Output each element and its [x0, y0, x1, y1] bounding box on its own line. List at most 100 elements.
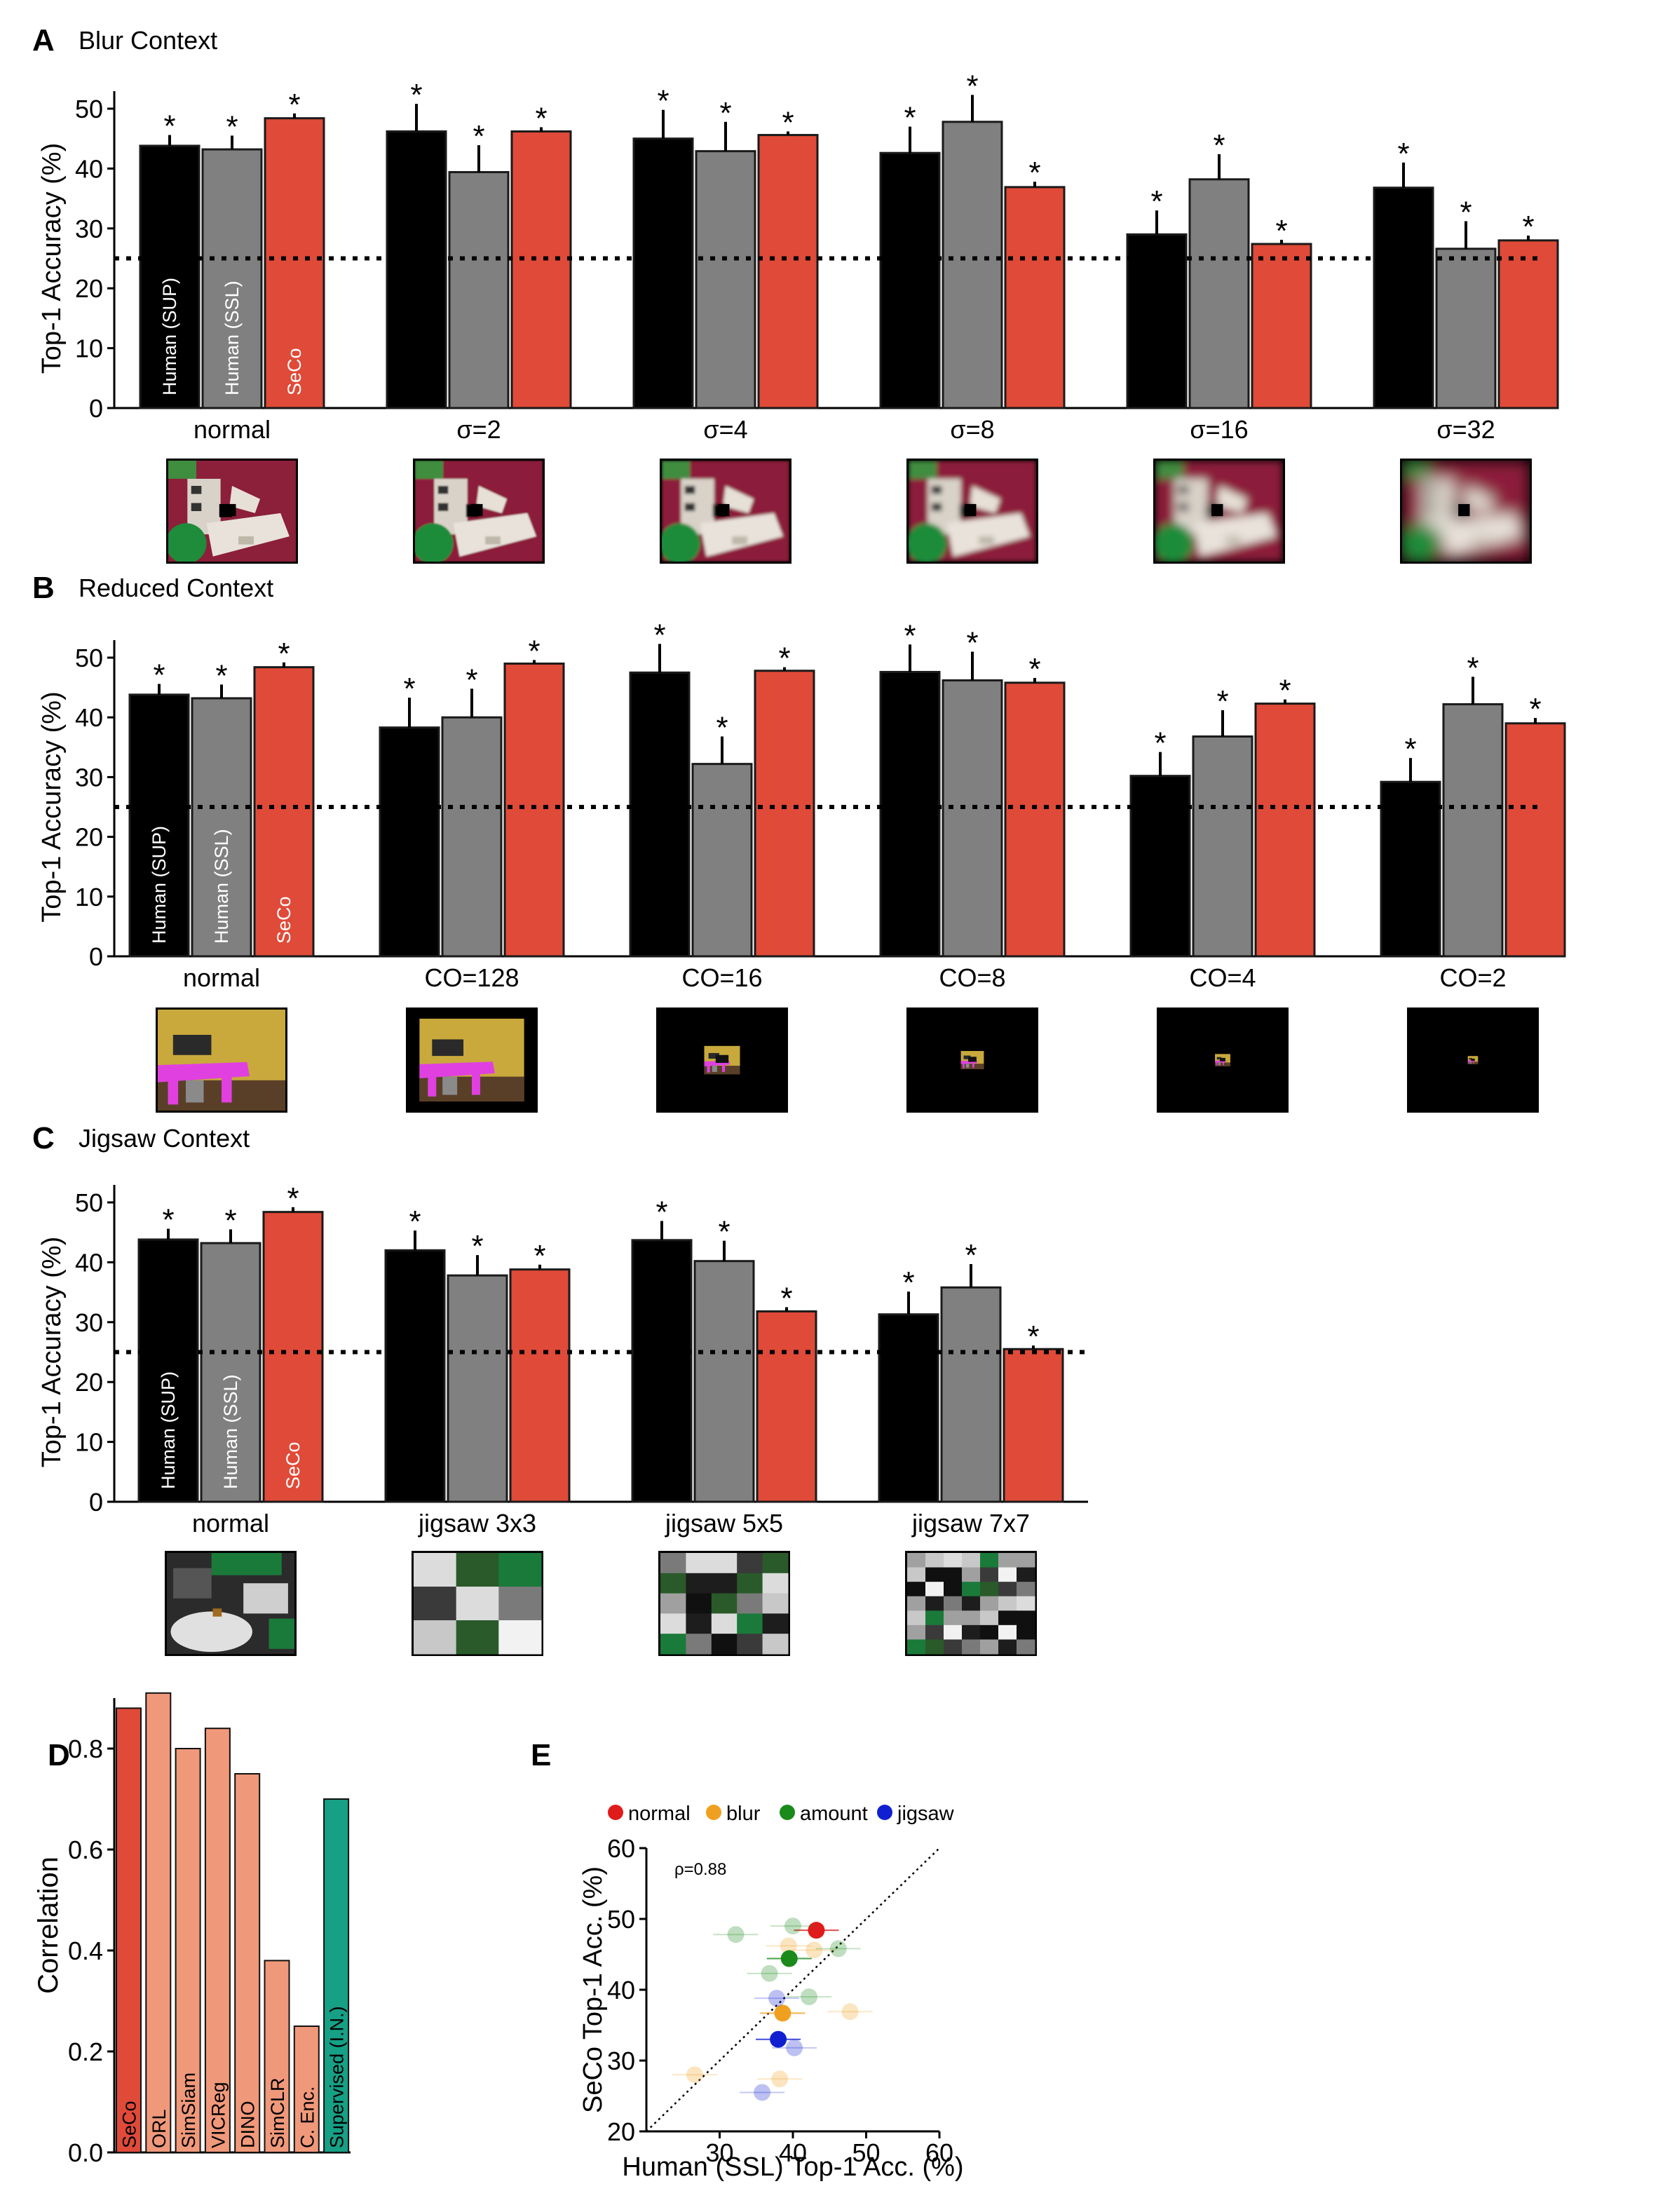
desk-leg	[722, 1063, 726, 1072]
target-object	[1220, 1057, 1225, 1061]
jigsaw-tile	[925, 1582, 944, 1597]
jigsaw-tile	[925, 1553, 944, 1568]
jigsaw-tile	[660, 1613, 686, 1634]
significance-star: *	[657, 84, 669, 118]
identity-line	[646, 1847, 940, 2132]
table	[170, 1611, 252, 1653]
jigsaw-tile	[962, 1582, 981, 1597]
jigsaw-tile	[925, 1639, 944, 1655]
monitor	[172, 1035, 212, 1055]
bar-CO=8-seco	[1004, 681, 1066, 958]
rho-annotation: ρ=0.88	[674, 1860, 726, 1879]
jigsaw-tile	[980, 1624, 999, 1640]
thumbnail-content	[1409, 1010, 1537, 1111]
jigsaw-tile	[980, 1553, 999, 1568]
significance-star: *	[778, 642, 790, 676]
jigsaw-tile	[1017, 1639, 1035, 1655]
significance-star: *	[162, 1203, 174, 1237]
jigsaw-tile	[762, 1613, 789, 1634]
y-tick-label: 10	[75, 883, 103, 911]
category-label: SimSiam	[178, 2072, 199, 2148]
jigsaw-tile	[414, 1553, 457, 1587]
thumbnail-content	[1155, 461, 1283, 562]
category-label: SeCo	[119, 2101, 140, 2148]
window	[168, 461, 197, 479]
significance-star: *	[782, 105, 794, 140]
shelf-item	[437, 503, 449, 511]
y-tick-label: 20	[75, 274, 103, 303]
monitor	[970, 486, 1001, 513]
scene	[168, 461, 296, 562]
bar-jigsaw 7x7-seco	[1003, 1348, 1064, 1503]
bar-CO=8-humanssl	[942, 679, 1003, 958]
bar-normal-humansup	[137, 1238, 199, 1503]
thumbnail-blur-2	[413, 459, 545, 564]
y-tick-label: 40	[75, 703, 103, 732]
significance-star: *	[716, 710, 728, 745]
legend-label: amount	[800, 1803, 868, 1825]
panel-C: C Jigsaw Context Top-1 Accuracy (%) 0 10 20 30…	[32, 1121, 1088, 1538]
scatter-point-amount	[727, 1926, 745, 1943]
scatter-point-amount	[800, 1988, 817, 2006]
monitor	[1216, 1057, 1222, 1060]
desk	[453, 513, 536, 557]
significance-star: *	[1460, 196, 1472, 230]
target-object	[1471, 1058, 1475, 1061]
jigsaw-tile	[686, 1553, 712, 1574]
desk-leg	[972, 1062, 974, 1068]
bar-normal-humanssl	[191, 697, 252, 958]
scatter-point-amount	[761, 1965, 778, 1982]
jigsaw-tile	[944, 1624, 963, 1640]
significance-star: *	[719, 96, 731, 130]
shelf-item	[1425, 486, 1436, 494]
scatter-point-blur	[780, 1937, 797, 1955]
significance-star: *	[1279, 674, 1291, 708]
drawer	[238, 536, 254, 545]
thumbnail-content	[660, 1553, 789, 1655]
drawer	[1472, 536, 1488, 545]
significance-star: *	[163, 109, 175, 144]
y-tick-label: 0.4	[68, 1936, 103, 1965]
y-axis-label: Correlation	[33, 1857, 64, 1994]
jigsaw-tile	[762, 1593, 789, 1614]
jigsaw-tile	[907, 1639, 926, 1655]
jigsaw-tile	[456, 1553, 499, 1587]
significance-star: *	[1028, 156, 1040, 190]
category-label: CO=8	[939, 963, 1005, 992]
thumbnail-blur-4	[660, 459, 791, 564]
thumbnail-co-8	[906, 1007, 1038, 1113]
bar-jigsaw 3x3-humanssl	[447, 1274, 508, 1503]
jigsaw-tile	[962, 1639, 981, 1655]
category-label: VICReg	[208, 2082, 229, 2148]
significance-star: *	[965, 1238, 977, 1273]
jigsaw-tile	[686, 1634, 712, 1655]
bar-normal-humanssl	[200, 1242, 261, 1503]
thumbnail-content	[415, 461, 543, 562]
bar-simclr	[264, 1960, 290, 2153]
bar-jigsaw 3x3-seco	[509, 1268, 571, 1503]
bar-orl	[145, 1692, 172, 2154]
bar-CO=128-humanssl	[441, 716, 503, 958]
bar-jigsaw 5x5-humanssl	[693, 1260, 755, 1503]
x-tick-label: 30	[705, 2138, 733, 2167]
significance-star: *	[1027, 1319, 1039, 1354]
category-label: Supervised (I.N.)	[327, 2006, 348, 2148]
y-tick-label: 20	[75, 1368, 103, 1397]
monitor	[1469, 1058, 1472, 1060]
bin	[712, 1066, 717, 1072]
thumbnail-blur-32	[1400, 459, 1532, 564]
series-label: SeCo	[283, 1441, 304, 1489]
thumbnail-content	[909, 461, 1036, 562]
jigsaw-tile	[711, 1593, 738, 1614]
window	[909, 461, 937, 479]
bar-normal-seco	[253, 666, 315, 958]
target-object	[715, 1054, 729, 1064]
thumbnail-content	[907, 1553, 1035, 1655]
jigsaw-tile	[686, 1613, 712, 1634]
category-label: ORL	[149, 2109, 170, 2148]
jigsaw-tile	[762, 1634, 789, 1655]
thumbnail-jig-3	[412, 1551, 543, 1656]
jigsaw-tile	[998, 1624, 1017, 1640]
y-tick-label: 40	[75, 154, 103, 183]
series-label: SeCo	[284, 348, 305, 395]
